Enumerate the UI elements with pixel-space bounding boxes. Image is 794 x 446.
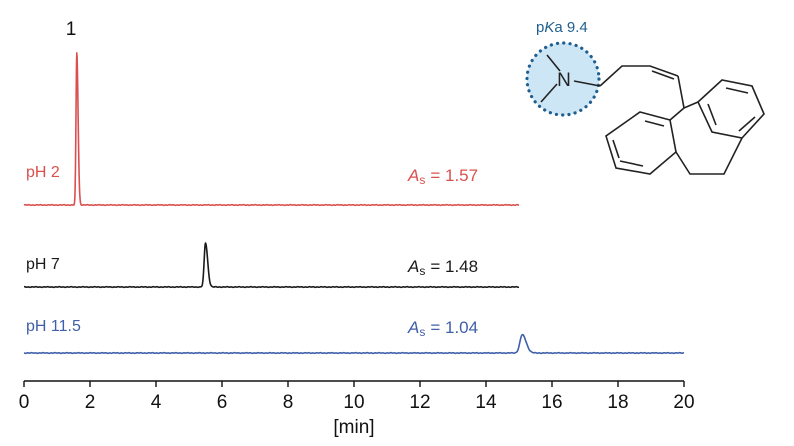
left-benzene-ring: [605, 111, 677, 175]
asymmetry-symbol: A: [407, 166, 419, 185]
propylidene-chain: [599, 65, 679, 87]
ethylene-bridge: [675, 137, 743, 175]
bond-central-right: [683, 101, 699, 109]
n-methyl-bond-2: [540, 83, 558, 103]
traces-group: [23, 52, 685, 355]
asymmetry-label-ph2: As = 1.57: [407, 166, 478, 187]
asymmetry-label-ph7: As = 1.48: [407, 257, 478, 278]
asymmetry-label-ph11: As = 1.04: [407, 318, 478, 339]
x-axis-title: [min]: [333, 417, 374, 438]
series-line-1: [23, 52, 520, 207]
n-chain-bond: [573, 80, 601, 87]
series-line-2: [23, 242, 520, 289]
series-label-ph11: pH 11.5: [26, 318, 81, 335]
asymmetry-symbol: A: [407, 318, 419, 337]
x-tick-label-16: 16: [541, 392, 562, 413]
x-axis: 0 2 4 6 8 10 12 14 16 18 20 [min]: [19, 380, 695, 438]
x-tick-label-12: 12: [409, 392, 430, 413]
peak-number-label: 1: [66, 19, 77, 40]
x-tick-label-14: 14: [475, 392, 497, 413]
left-ring-double-1: [644, 120, 665, 127]
x-tick-label-10: 10: [343, 392, 364, 413]
asymmetry-subscript: s: [419, 173, 425, 187]
pka-suffix: a 9.4: [554, 19, 587, 36]
right-benzene-ring: [697, 79, 765, 139]
double-bond-inner: [651, 70, 675, 80]
left-ring-double-3: [612, 139, 620, 159]
bond-central-left: [669, 107, 685, 121]
n-methyl-bond-1: [546, 54, 561, 72]
x-tick-label-2: 2: [85, 392, 96, 413]
asymmetry-symbol: A: [407, 257, 419, 276]
series-label-ph2: pH 2: [26, 164, 60, 181]
asymmetry-value: = 1.48: [430, 257, 478, 276]
x-tick-label-0: 0: [19, 392, 30, 413]
x-tick-label-6: 6: [217, 392, 228, 413]
pka-label: pKa 9.4: [536, 19, 588, 36]
right-ring-double-1: [725, 87, 749, 94]
series-label-ph7: pH 7: [26, 256, 60, 273]
asymmetry-subscript: s: [419, 264, 425, 278]
x-tick-label-8: 8: [283, 392, 294, 413]
x-tick-label-18: 18: [607, 392, 628, 413]
asymmetry-subscript: s: [419, 325, 425, 339]
right-ring-double-2: [738, 116, 756, 132]
x-tick-label-4: 4: [151, 392, 162, 413]
left-ring-double-2: [619, 160, 644, 167]
right-ring-double-3: [707, 103, 717, 126]
molecule-structure: pKa 9.4 N: [525, 19, 765, 175]
asymmetry-value: = 1.04: [430, 318, 478, 337]
nitrogen-atom-label: N: [557, 70, 571, 91]
pka-prefix: p: [536, 19, 544, 36]
x-tick-label-20: 20: [673, 392, 694, 413]
pka-italic: K: [544, 19, 555, 36]
series-line-3: [23, 333, 685, 355]
central-bond: [677, 75, 685, 109]
asymmetry-value: = 1.57: [430, 166, 478, 185]
